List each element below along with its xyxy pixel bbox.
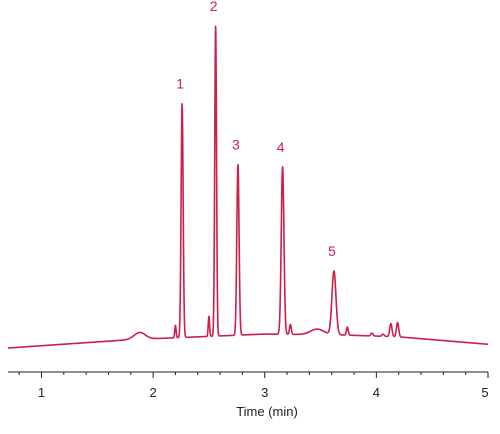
x-tick-label: 4 (373, 385, 380, 400)
x-tick-label: 3 (261, 385, 268, 400)
x-axis-ticks (18, 372, 489, 378)
x-axis-tick-labels: 1 2 3 4 5 (38, 385, 489, 400)
peak-label-1: 1 (176, 75, 184, 91)
x-axis: 1 2 3 4 5 Time (min) (8, 371, 489, 419)
x-tick-label: 2 (149, 385, 156, 400)
x-tick-label: 1 (38, 385, 45, 400)
plot-area: 1 2 3 4 5 (7, 0, 489, 349)
chromatogram-trace (7, 25, 489, 349)
x-tick-label: 5 (481, 385, 488, 400)
x-axis-title: Time (min) (236, 404, 298, 419)
peak-label-3: 3 (232, 137, 240, 153)
peak-label-5: 5 (328, 243, 336, 259)
peak-label-4: 4 (277, 139, 285, 155)
peak-label-2: 2 (210, 0, 218, 14)
peak-labels: 1 2 3 4 5 (176, 0, 336, 259)
